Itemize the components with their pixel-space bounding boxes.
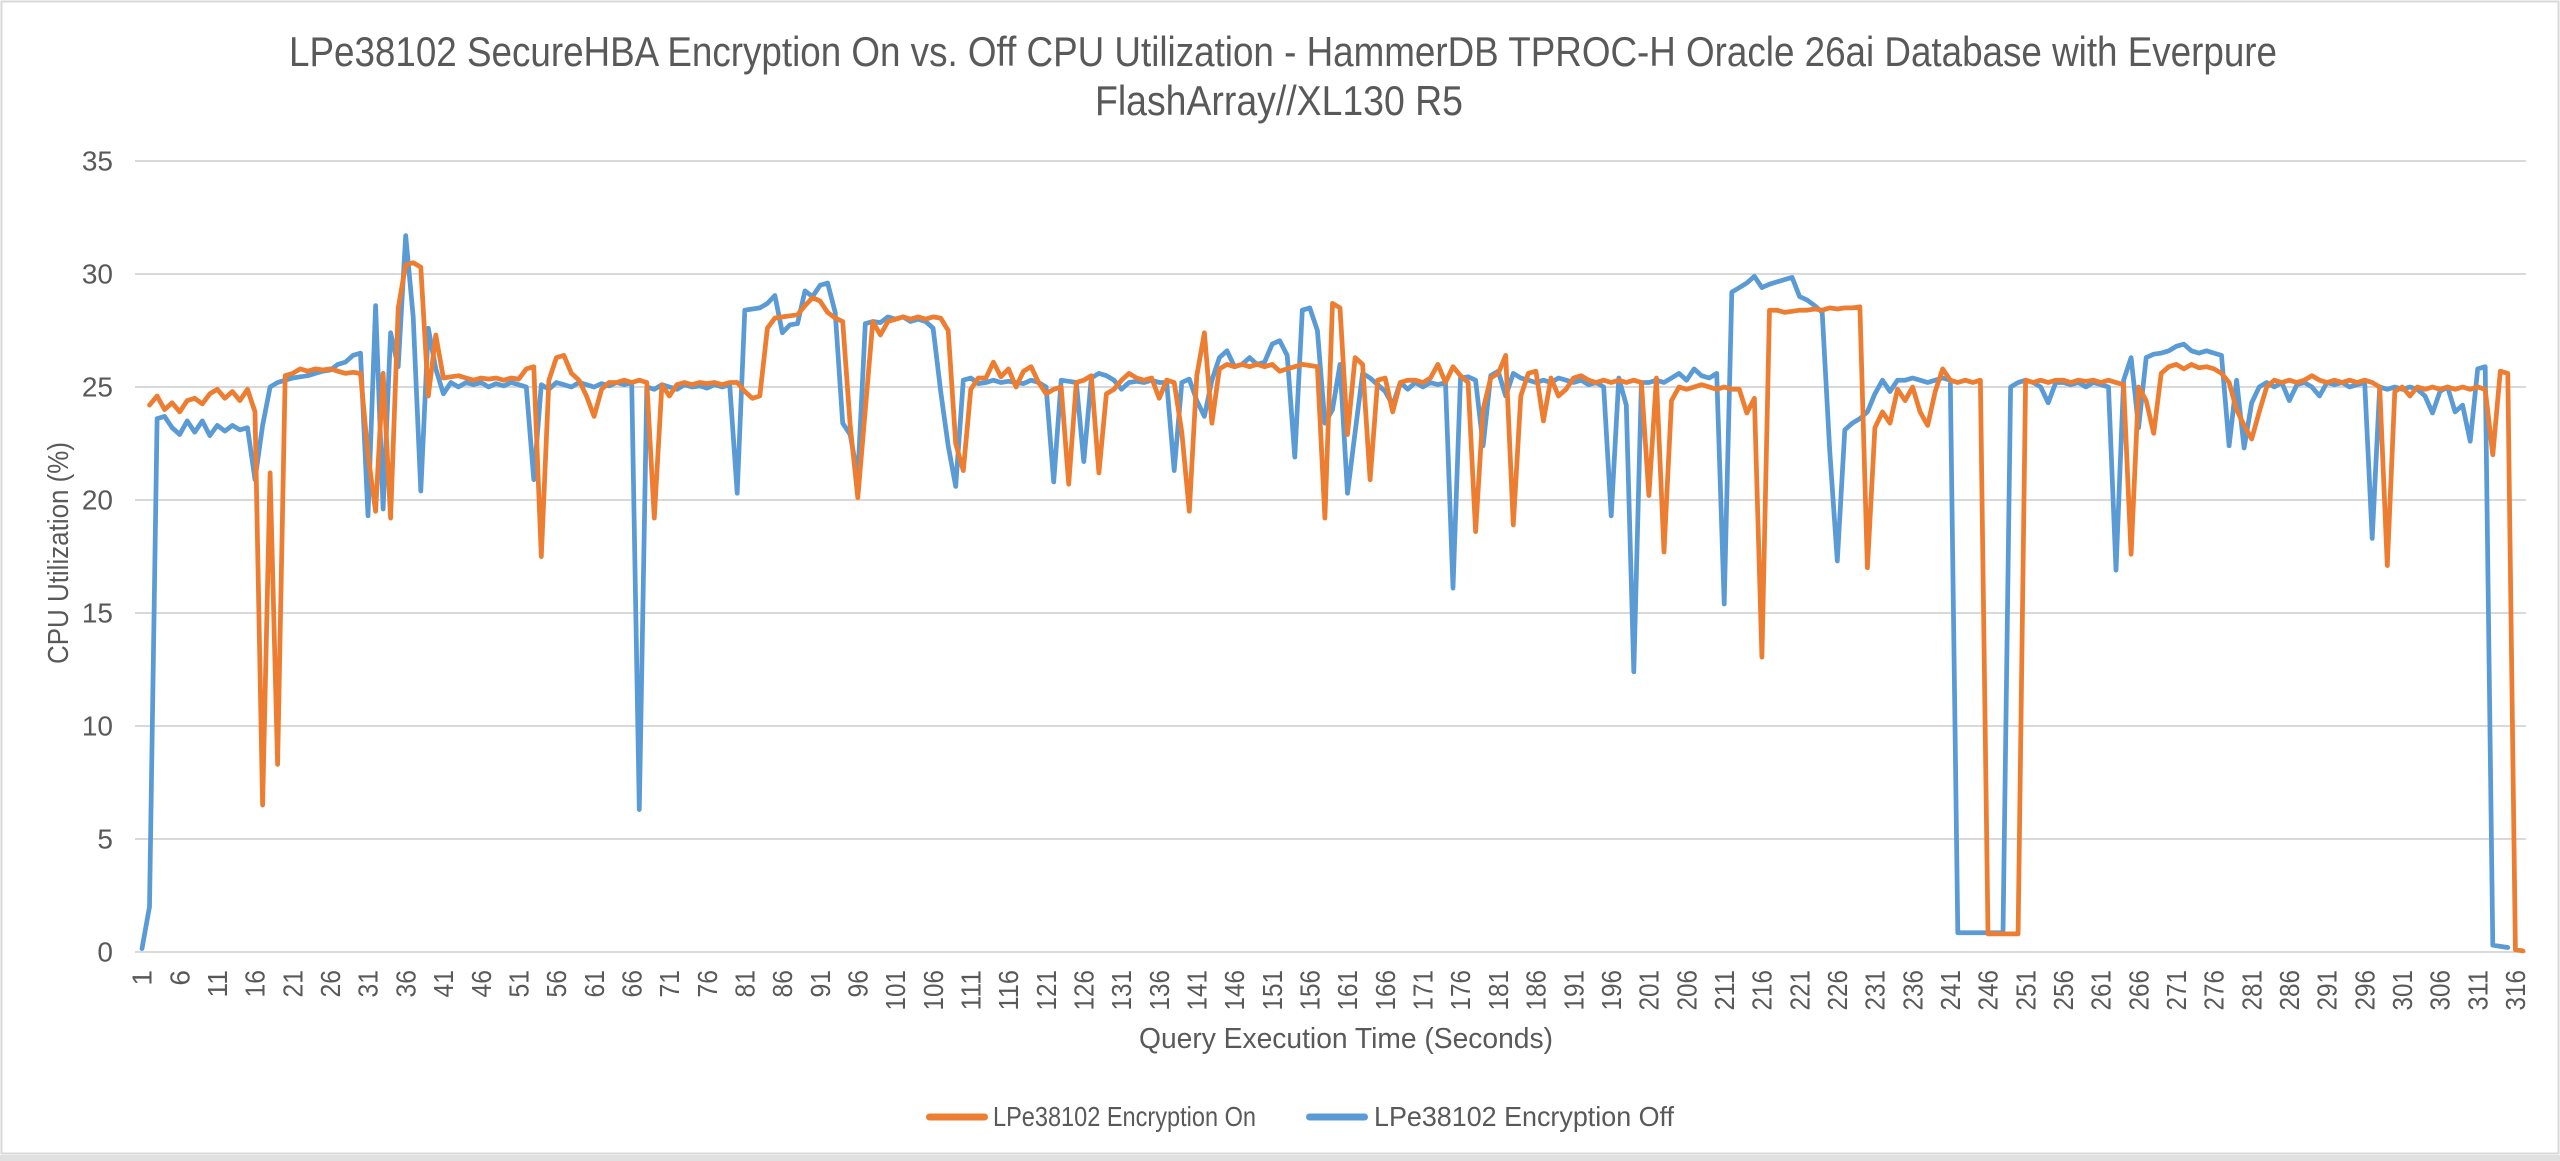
svg-text:86: 86 [767, 970, 798, 998]
svg-text:221: 221 [1784, 970, 1815, 1011]
svg-text:176: 176 [1445, 970, 1476, 1011]
svg-text:251: 251 [2010, 970, 2041, 1011]
svg-text:241: 241 [1935, 970, 1966, 1011]
svg-text:306: 306 [2425, 970, 2456, 1011]
svg-text:131: 131 [1106, 970, 1137, 1011]
svg-text:201: 201 [1634, 970, 1665, 1011]
svg-text:91: 91 [805, 970, 836, 998]
svg-text:121: 121 [1031, 970, 1062, 1011]
svg-text:46: 46 [466, 970, 497, 998]
svg-text:166: 166 [1370, 970, 1401, 1011]
svg-text:261: 261 [2086, 970, 2117, 1011]
svg-text:296: 296 [2349, 970, 2380, 1011]
svg-text:231: 231 [1860, 970, 1891, 1011]
svg-text:301: 301 [2387, 970, 2418, 1011]
svg-text:31: 31 [353, 970, 384, 998]
svg-text:16: 16 [240, 970, 271, 998]
svg-text:71: 71 [654, 970, 685, 998]
svg-text:171: 171 [1408, 970, 1439, 1011]
svg-text:LPe38102 SecureHBA Encryption: LPe38102 SecureHBA Encryption On vs. Off… [289, 28, 2277, 75]
svg-text:FlashArray//XL130 R5: FlashArray//XL130 R5 [1095, 77, 1463, 124]
svg-text:206: 206 [1671, 970, 1702, 1011]
svg-text:196: 196 [1596, 970, 1627, 1011]
svg-text:96: 96 [843, 970, 874, 998]
svg-text:281: 281 [2236, 970, 2267, 1011]
svg-text:116: 116 [993, 970, 1024, 1011]
svg-text:291: 291 [2312, 970, 2343, 1011]
svg-text:61: 61 [579, 970, 610, 998]
svg-text:20: 20 [82, 485, 113, 516]
svg-text:Query Execution Time (Seconds): Query Execution Time (Seconds) [1139, 1023, 1553, 1055]
svg-text:216: 216 [1747, 970, 1778, 1011]
svg-text:76: 76 [692, 970, 723, 998]
svg-text:226: 226 [1822, 970, 1853, 1011]
svg-text:11: 11 [202, 970, 233, 998]
svg-text:0: 0 [97, 937, 113, 968]
svg-text:21: 21 [277, 970, 308, 998]
svg-text:211: 211 [1709, 970, 1740, 1011]
svg-text:316: 316 [2500, 970, 2531, 1011]
svg-text:81: 81 [730, 970, 761, 998]
svg-text:LPe38102 Encryption On: LPe38102 Encryption On [993, 1101, 1256, 1132]
svg-text:161: 161 [1332, 970, 1363, 1011]
svg-text:141: 141 [1182, 970, 1213, 1011]
svg-text:10: 10 [82, 711, 113, 742]
svg-text:51: 51 [503, 970, 534, 998]
svg-text:246: 246 [1973, 970, 2004, 1011]
svg-text:286: 286 [2274, 970, 2305, 1011]
svg-text:30: 30 [82, 259, 113, 290]
svg-text:CPU Utilization (%): CPU Utilization (%) [43, 442, 75, 664]
svg-text:111: 111 [956, 970, 987, 1011]
svg-text:311: 311 [2462, 970, 2493, 1011]
svg-text:6: 6 [164, 970, 195, 986]
svg-text:156: 156 [1295, 970, 1326, 1011]
svg-text:25: 25 [82, 372, 113, 403]
svg-text:41: 41 [428, 970, 459, 998]
svg-text:186: 186 [1521, 970, 1552, 1011]
svg-text:26: 26 [315, 970, 346, 998]
svg-text:136: 136 [1144, 970, 1175, 1011]
svg-text:126: 126 [1069, 970, 1100, 1011]
svg-text:271: 271 [2161, 970, 2192, 1011]
svg-text:35: 35 [82, 146, 113, 177]
svg-text:101: 101 [880, 970, 911, 1011]
svg-text:191: 191 [1558, 970, 1589, 1011]
svg-text:151: 151 [1257, 970, 1288, 1011]
svg-text:56: 56 [541, 970, 572, 998]
svg-text:266: 266 [2123, 970, 2154, 1011]
svg-text:256: 256 [2048, 970, 2079, 1011]
svg-text:66: 66 [616, 970, 647, 998]
svg-text:106: 106 [918, 970, 949, 1011]
svg-text:1: 1 [127, 970, 158, 986]
svg-text:146: 146 [1219, 970, 1250, 1011]
svg-text:LPe38102 Encryption Off: LPe38102 Encryption Off [1374, 1101, 1674, 1132]
svg-text:236: 236 [1897, 970, 1928, 1011]
svg-text:36: 36 [390, 970, 421, 998]
svg-text:276: 276 [2199, 970, 2230, 1011]
svg-text:181: 181 [1483, 970, 1514, 1011]
svg-text:15: 15 [82, 598, 113, 629]
svg-text:5: 5 [97, 824, 113, 855]
